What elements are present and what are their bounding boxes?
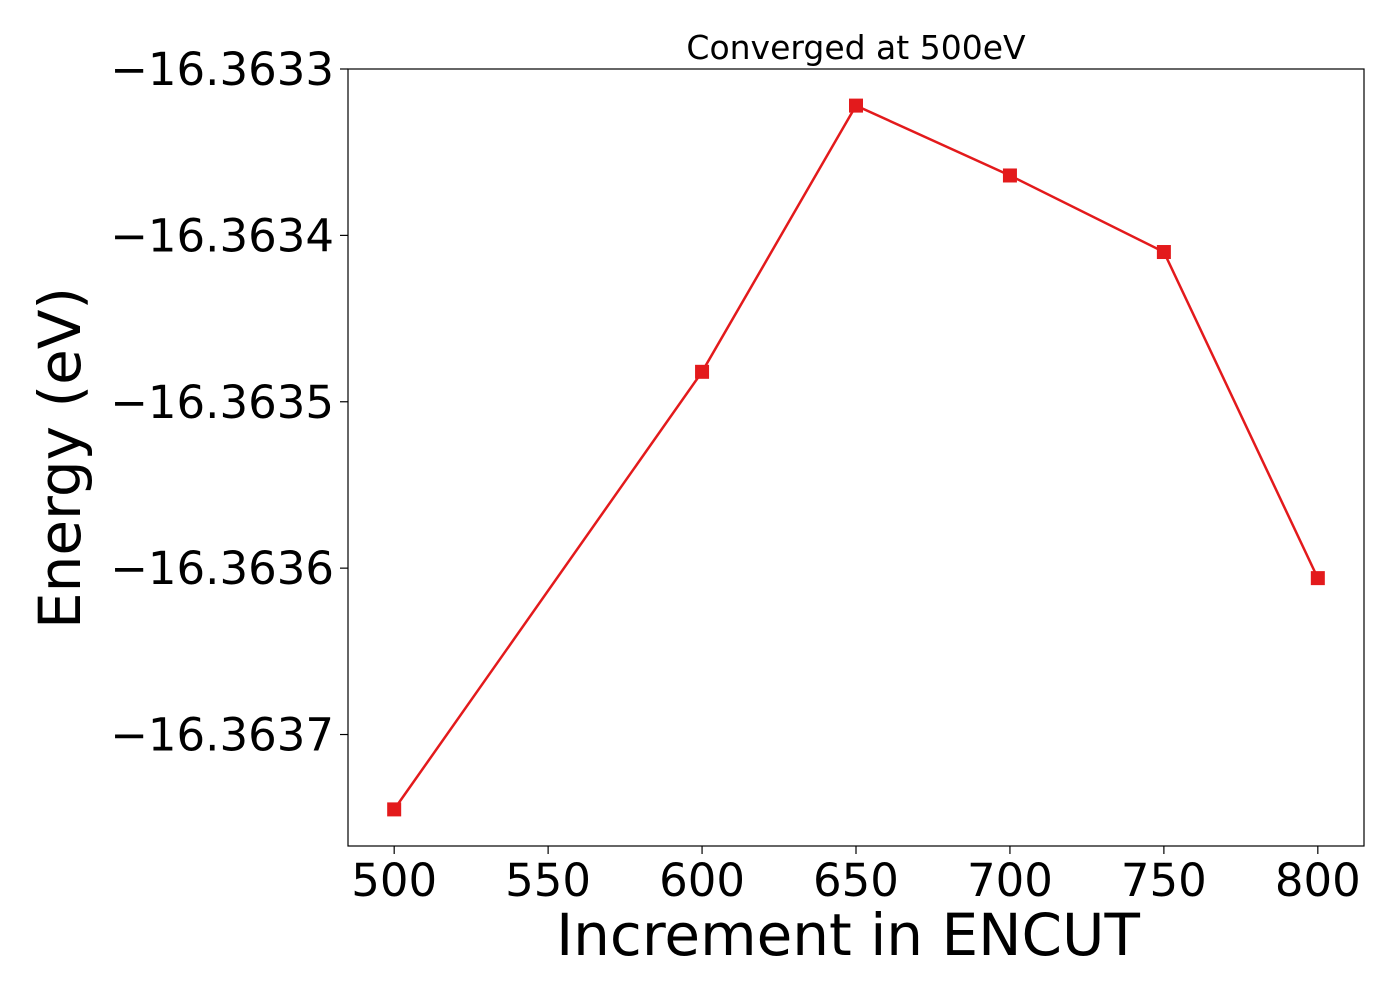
data-point-marker — [1310, 571, 1325, 586]
x-tick-label: 550 — [505, 854, 591, 907]
x-tick-label: 700 — [967, 854, 1053, 907]
x-tick-label: 800 — [1275, 854, 1361, 907]
data-point-marker — [695, 364, 710, 379]
x-tick-label: 750 — [1121, 854, 1207, 907]
x-axis-title: Increment in ENCUT — [556, 901, 1140, 969]
data-point-marker — [1156, 245, 1171, 260]
y-axis-ticks: −16.3637 −16.3636 −16.3635 −16.3634 −16.3633 — [110, 43, 348, 762]
data-point-marker — [1002, 168, 1017, 183]
y-tick-label: −16.3634 — [110, 209, 334, 262]
plot-area — [347, 68, 1365, 847]
y-tick-label: −16.3633 — [110, 43, 334, 96]
series-line — [393, 103, 1319, 811]
x-tick-label: 650 — [813, 854, 899, 907]
x-axis-ticks: 500 550 600 650 700 750 800 — [351, 846, 1361, 907]
x-tick-label: 500 — [351, 854, 437, 907]
series-layer — [387, 98, 1325, 817]
data-point-marker — [849, 98, 863, 113]
y-tick-label: −16.3637 — [110, 709, 334, 762]
y-axis-title: Energy (eV) — [26, 287, 94, 629]
y-tick-label: −16.3636 — [110, 542, 334, 595]
y-tick-label: −16.3635 — [110, 376, 334, 429]
chart-title: Converged at 500eV — [686, 28, 1026, 67]
data-point-marker — [387, 802, 402, 817]
x-tick-label: 600 — [659, 854, 745, 907]
